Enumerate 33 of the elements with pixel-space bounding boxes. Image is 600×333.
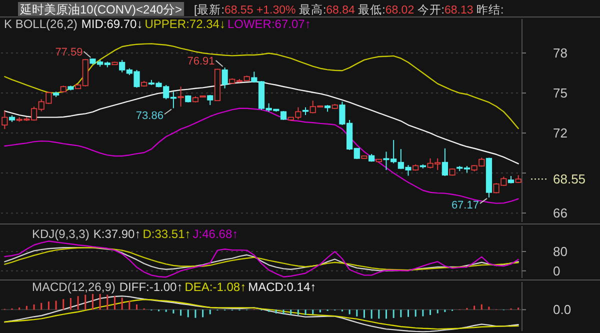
legend-title: MACD(12,26,9): [32, 280, 116, 294]
y-tick-label: 72: [553, 126, 568, 141]
text: LOWER:67.07↑: [227, 17, 311, 31]
candlestick: [207, 94, 214, 106]
chart-title: 延时美原油10(CONV)<240分>: [19, 2, 182, 16]
series-label: J:46.68↑: [192, 227, 238, 241]
series-label: DIFF:-1.00↑: [119, 280, 183, 294]
ref-line-label: 68.55: [553, 172, 586, 187]
series-label: DEA:-1.08↑: [184, 280, 246, 294]
text: MID:69.70↓: [81, 17, 143, 31]
candlestick: [222, 67, 228, 89]
text: 67.17: [451, 199, 479, 212]
series-label: D:33.51↑: [142, 227, 191, 241]
y-tick-label: 75: [553, 86, 568, 101]
legend-title: KDJ(9,3,3): [32, 227, 90, 241]
y-tick-label: 80: [553, 244, 568, 260]
y-tick-label: 66: [553, 206, 568, 221]
text: 0.0: [553, 302, 572, 318]
line-series: [4, 240, 519, 278]
candlestick: [178, 86, 184, 108]
y-tick-label: 78: [553, 46, 568, 61]
text: 77.59: [55, 46, 83, 58]
series-label: MACD:0.14↑: [248, 280, 316, 294]
y-tick-label: 0: [553, 263, 560, 278]
text: 76.91: [187, 56, 215, 68]
candlestick: [442, 148, 448, 176]
text: 73.86: [136, 110, 164, 122]
text: [最新:68.55 +1.30% 最高:68.84 最低:68.02 今开:68.13 昨结:: [194, 4, 504, 16]
series-label: UPPER:72.34↓: [144, 17, 226, 31]
legend-title: K BOLL(26,2): [4, 17, 78, 31]
candlestick: [2, 110, 8, 130]
series-label: K:37.90↑: [93, 227, 141, 241]
line-series: [4, 43, 519, 130]
